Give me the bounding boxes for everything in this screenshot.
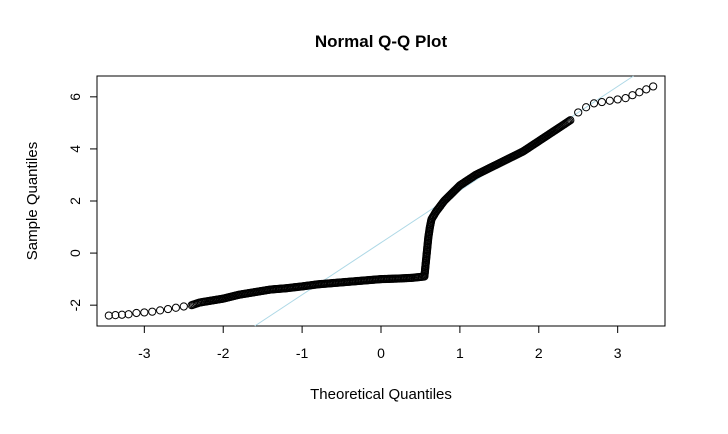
y-tick-label: 2 [67, 197, 83, 205]
plot-frame [96, 75, 666, 327]
data-point [156, 306, 165, 315]
data-point [613, 95, 622, 104]
data-point [132, 308, 141, 318]
data-point [104, 311, 113, 320]
data-point [635, 88, 644, 97]
data-point [589, 99, 599, 108]
data-point [597, 97, 606, 107]
x-tick-label: -2 [217, 345, 230, 361]
points-group [104, 82, 658, 320]
data-point [582, 103, 591, 112]
x-tick-label: -3 [138, 345, 151, 361]
data-point [621, 94, 630, 103]
data-point [563, 117, 573, 126]
data-point [124, 310, 133, 319]
x-tick-label: 1 [456, 345, 464, 361]
y-tick-label: 0 [67, 249, 83, 257]
y-axis-label: Sample Quantiles [24, 142, 41, 260]
x-tick-label: 0 [377, 345, 385, 361]
data-point [171, 303, 180, 312]
data-point [163, 304, 173, 314]
chart-title: Normal Q-Q Plot [315, 32, 448, 51]
x-tick-label: 2 [535, 345, 543, 361]
data-point [111, 311, 120, 320]
y-tick-label: 4 [67, 145, 83, 153]
x-axis-label: Theoretical Quantiles [310, 386, 452, 403]
x-tick-label: 3 [614, 345, 622, 361]
data-point [642, 85, 651, 94]
data-point [566, 116, 575, 125]
data-point [179, 302, 188, 311]
y-tick-label: -2 [67, 299, 83, 312]
data-point [140, 308, 149, 317]
data-point [565, 116, 574, 126]
data-point [117, 310, 127, 319]
data-point [605, 96, 614, 105]
x-tick-label: -1 [296, 345, 309, 361]
data-point [649, 82, 658, 91]
y-axis: -2 0 2 4 6 [67, 93, 97, 312]
data-point [148, 307, 157, 316]
x-axis: -3 -2 -1 0 1 2 3 [138, 326, 622, 361]
y-tick-label: 6 [67, 93, 83, 101]
data-point [628, 91, 637, 100]
data-point [574, 108, 583, 117]
